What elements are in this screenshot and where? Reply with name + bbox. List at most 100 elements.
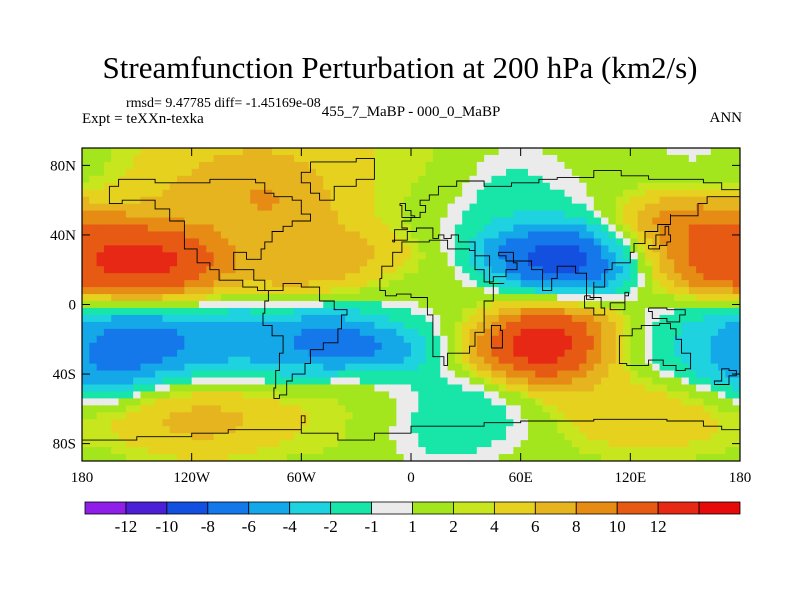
field-cell — [644, 203, 653, 212]
field-cell — [177, 245, 185, 253]
field-cell — [103, 412, 112, 420]
field-cell — [389, 328, 397, 337]
field-cell — [272, 210, 280, 219]
field-cell — [177, 426, 185, 434]
field-cell — [710, 384, 719, 393]
field-cell — [169, 245, 178, 253]
field-cell — [330, 405, 339, 413]
field-cell — [162, 454, 171, 461]
field-cell — [294, 301, 302, 309]
field-cell — [571, 175, 580, 184]
field-cell — [564, 433, 573, 441]
field-cell — [162, 314, 171, 323]
field-cell — [498, 412, 507, 420]
contour-field — [82, 148, 740, 461]
colorbar-label: 10 — [609, 517, 626, 536]
field-cell — [162, 161, 171, 170]
field-cell — [506, 217, 514, 226]
field-cell — [374, 238, 383, 246]
field-cell — [571, 168, 580, 177]
field-cell — [125, 294, 134, 302]
field-cell — [484, 370, 493, 379]
field-cell — [257, 447, 266, 455]
field-cell — [257, 148, 266, 156]
field-cell — [718, 433, 726, 441]
field-cell — [147, 363, 156, 372]
field-cell — [491, 447, 500, 455]
field-cell — [593, 363, 602, 372]
field-cell — [542, 189, 551, 198]
field-cell — [82, 412, 90, 420]
field-cell — [476, 287, 485, 295]
field-cell — [696, 321, 705, 330]
field-cell — [242, 419, 251, 427]
field-cell — [133, 231, 142, 240]
field-cell — [250, 412, 259, 420]
field-cell — [352, 356, 361, 365]
field-cell — [476, 231, 485, 240]
field-cell — [659, 189, 668, 198]
field-cell — [96, 377, 105, 386]
field-cell — [367, 335, 376, 344]
field-cell — [652, 182, 661, 191]
field-cell — [337, 273, 346, 281]
field-cell — [579, 419, 588, 427]
field-cell — [345, 433, 354, 441]
field-cell — [725, 280, 734, 288]
coastline — [379, 239, 505, 366]
field-cell — [535, 294, 544, 302]
field-cell — [213, 349, 222, 358]
field-cell — [272, 363, 280, 372]
field-cell — [359, 412, 368, 420]
field-cell — [557, 454, 566, 461]
field-cell — [220, 217, 229, 226]
field-cell — [381, 398, 390, 406]
field-cell — [425, 182, 434, 191]
field-cell — [696, 245, 705, 253]
field-cell — [191, 377, 200, 386]
field-cell — [286, 224, 295, 233]
field-cell — [345, 287, 354, 295]
field-cell — [586, 447, 595, 455]
field-cell — [337, 280, 346, 288]
field-cell — [184, 307, 193, 316]
field-cell — [447, 412, 456, 420]
field-cell — [264, 196, 273, 205]
field-cell — [440, 349, 449, 358]
field-cell — [623, 301, 631, 309]
field-cell — [323, 342, 332, 351]
field-cell — [571, 161, 580, 170]
field-cell — [279, 419, 288, 427]
field-cell — [345, 440, 354, 448]
field-cell — [520, 349, 529, 358]
field-cell — [447, 294, 456, 302]
field-cell — [710, 245, 719, 253]
field-cell — [294, 363, 302, 372]
field-cell — [89, 182, 98, 191]
field-cell — [593, 447, 602, 455]
field-cell — [674, 412, 683, 420]
field-cell — [681, 440, 690, 448]
field-cell — [345, 252, 354, 260]
field-cell — [228, 370, 237, 379]
field-cell — [191, 398, 200, 406]
field-cell — [403, 182, 412, 191]
field-cell — [82, 203, 90, 212]
field-cell — [308, 301, 317, 309]
field-cell — [220, 280, 229, 288]
field-cell — [89, 433, 98, 441]
field-cell — [601, 196, 609, 205]
field-cell — [235, 328, 244, 337]
field-cell — [198, 182, 207, 191]
field-cell — [513, 412, 522, 420]
field-cell — [184, 419, 193, 427]
field-cell — [147, 203, 156, 212]
field-cell — [337, 245, 346, 253]
field-cell — [118, 231, 127, 240]
field-cell — [601, 231, 609, 240]
field-cell — [506, 252, 514, 260]
field-cell — [586, 440, 595, 448]
field-cell — [147, 447, 156, 455]
field-cell — [710, 231, 719, 240]
field-cell — [520, 148, 529, 156]
